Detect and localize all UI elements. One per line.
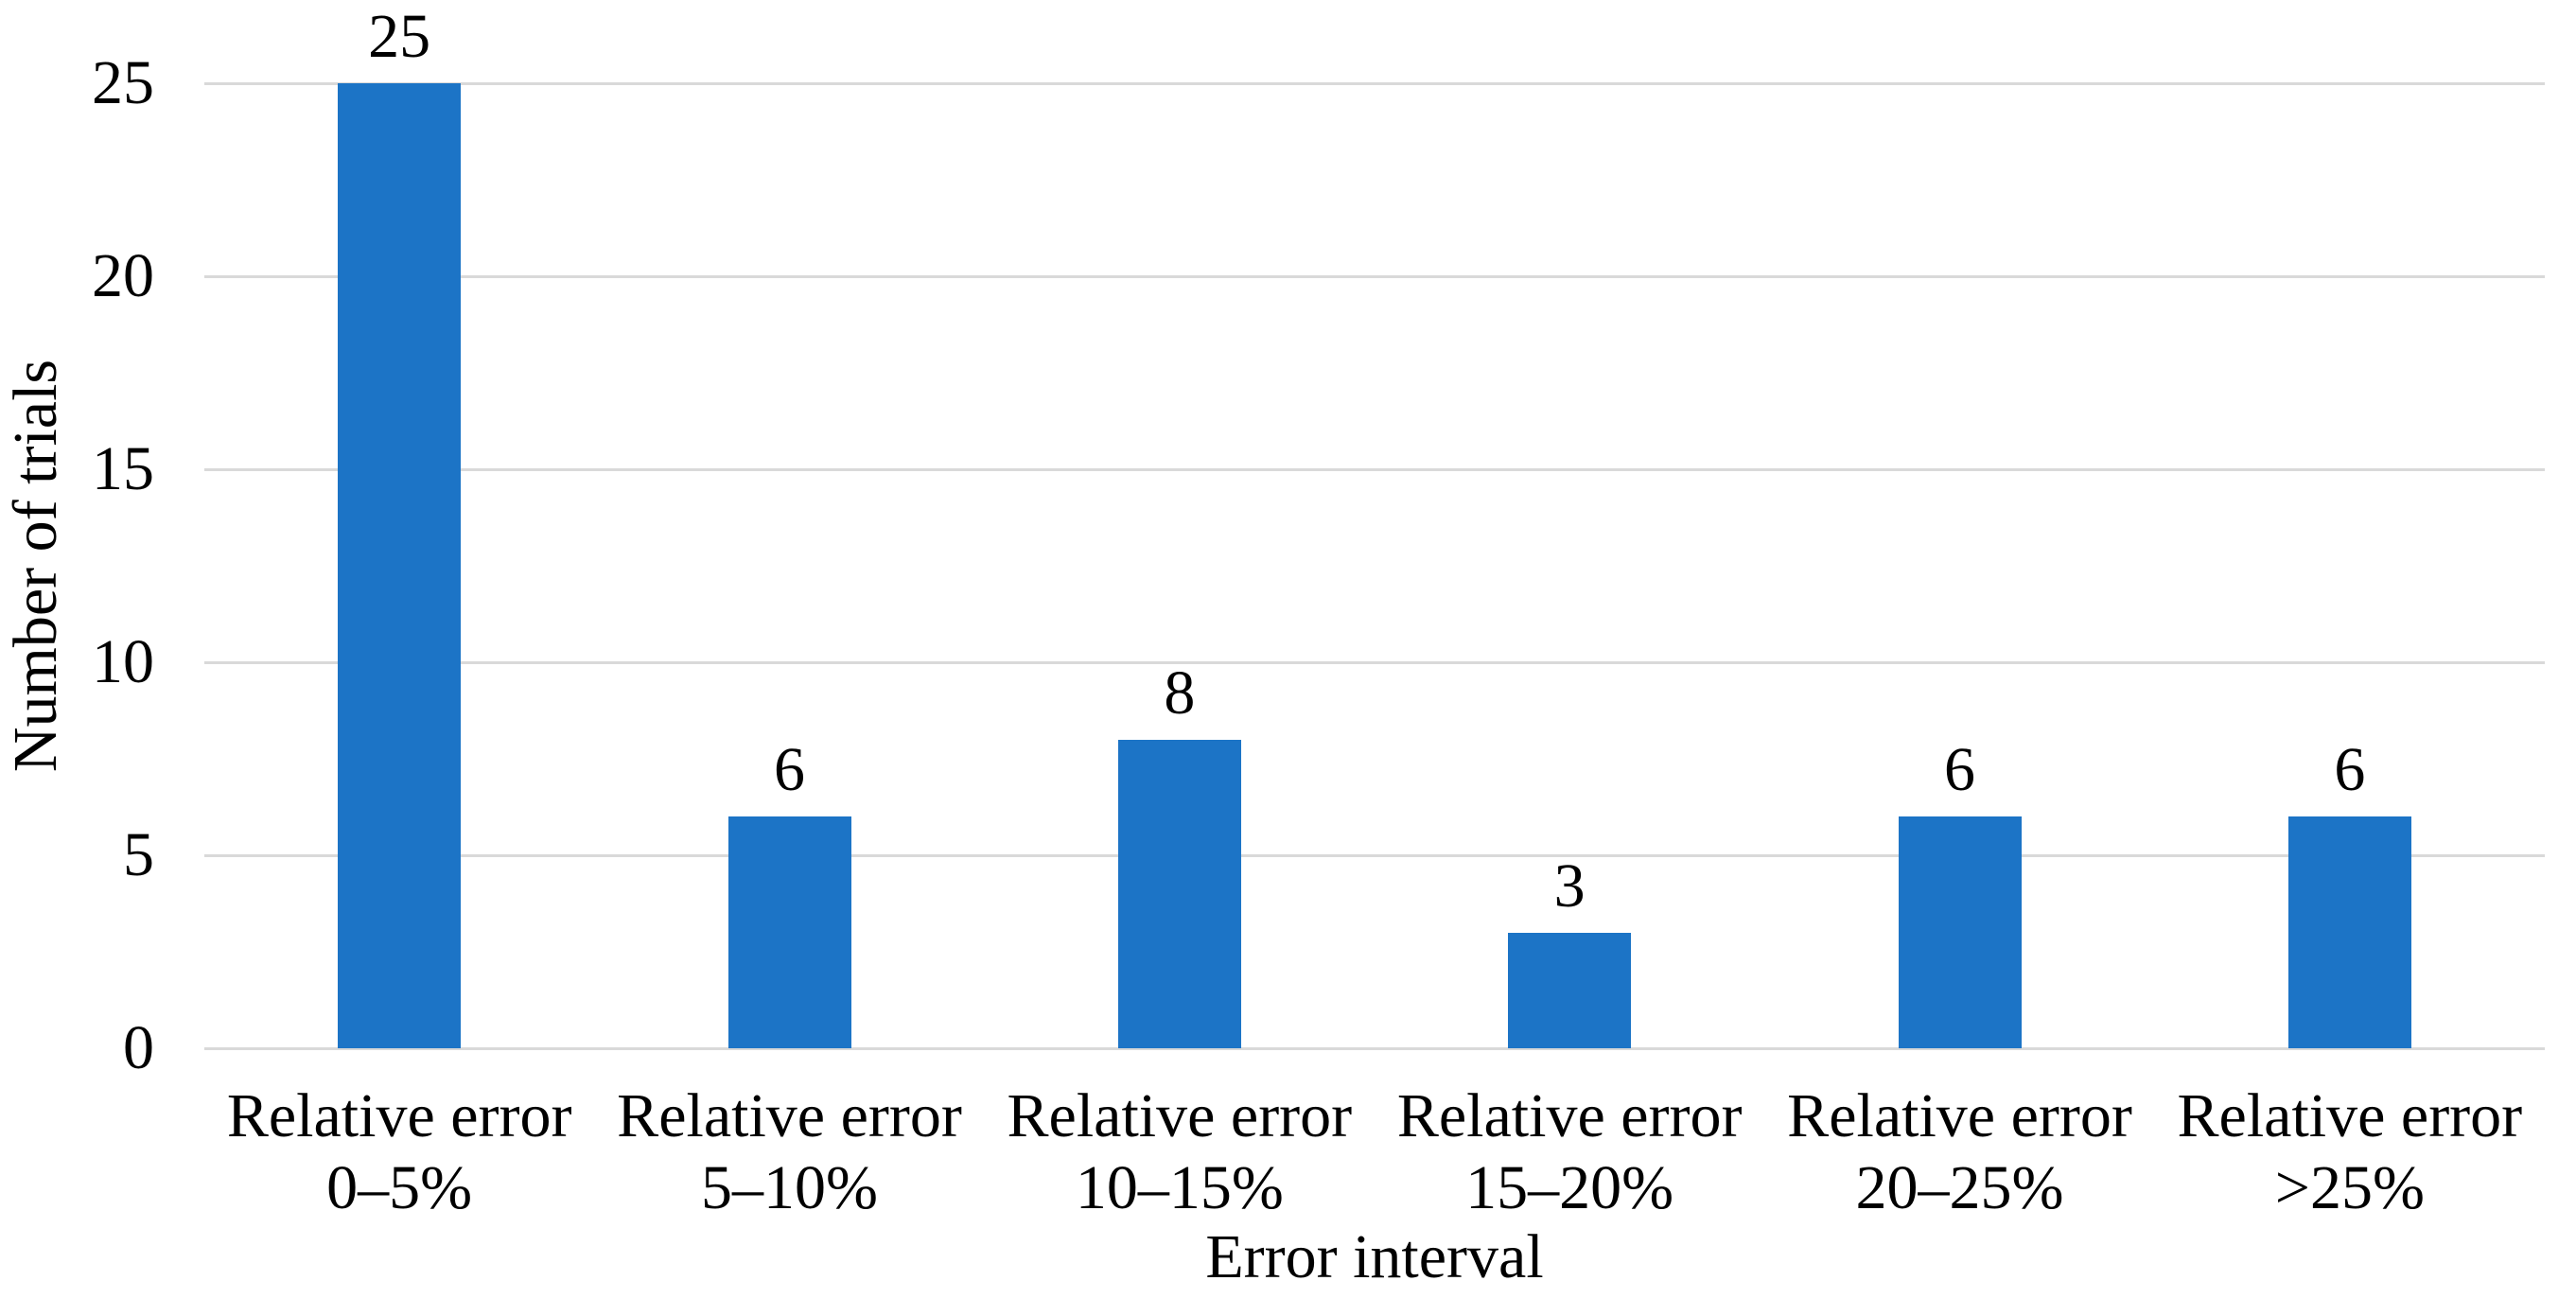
bar [1117, 739, 1241, 1048]
x-category-label-line2: 5–10% [701, 1153, 878, 1222]
bar-value-label: 6 [1944, 735, 1975, 805]
x-category-label: Relative error 5–10% [582, 1080, 998, 1224]
x-category-label-line2: 20–25% [1855, 1153, 2064, 1222]
gridline [204, 82, 2545, 86]
bar [338, 83, 462, 1048]
x-category-label-line2: 15–20% [1465, 1153, 1674, 1222]
bar [1508, 932, 1632, 1048]
x-category-label-line1: Relative error [2177, 1081, 2523, 1150]
x-category-label: Relative error 20–25% [1752, 1080, 2168, 1224]
bar-value-label: 8 [1164, 658, 1196, 728]
x-category-label-line1: Relative error [1396, 1081, 1743, 1150]
x-category-label: Relative error 0–5% [191, 1080, 607, 1224]
y-tick-label: 5 [123, 820, 154, 889]
x-category-label-line1: Relative error [1787, 1081, 2132, 1150]
bar-value-label: 6 [2334, 735, 2366, 805]
x-category-label-line1: Relative error [1007, 1081, 1353, 1150]
y-tick-label: 15 [92, 434, 154, 503]
x-category-label: Relative error 10–15% [972, 1080, 1388, 1224]
plot-area: 25 6 8 3 6 6 [204, 6, 2545, 1050]
bar-value-label: 3 [1553, 851, 1586, 921]
bar [2287, 816, 2411, 1048]
x-category-label-line1: Relative error [617, 1081, 962, 1150]
x-category-label-line1: Relative error [226, 1081, 572, 1150]
y-tick-label: 25 [92, 48, 154, 117]
x-category-label-line2: >25% [2274, 1153, 2425, 1222]
gridline [204, 468, 2545, 471]
y-tick-label: 10 [92, 627, 154, 696]
y-tick-label: 20 [92, 241, 154, 310]
bar-value-label: 6 [774, 735, 805, 805]
gridline [204, 661, 2545, 664]
x-axis-line [204, 1047, 2545, 1050]
x-category-label-line2: 10–15% [1075, 1153, 1284, 1222]
gridline [204, 854, 2545, 857]
x-category-label: Relative error 15–20% [1361, 1080, 1778, 1224]
gridline [204, 275, 2545, 278]
x-category-label-line2: 0–5% [326, 1153, 473, 1222]
y-axis-title: Number of trials [1, 359, 70, 773]
x-axis-title: Error interval [1205, 1222, 1544, 1291]
bar [1898, 816, 2022, 1048]
y-tick-label: 0 [123, 1013, 154, 1082]
bar [727, 816, 851, 1048]
bar-value-label: 25 [368, 2, 431, 71]
x-category-label: Relative error >25% [2142, 1080, 2558, 1224]
